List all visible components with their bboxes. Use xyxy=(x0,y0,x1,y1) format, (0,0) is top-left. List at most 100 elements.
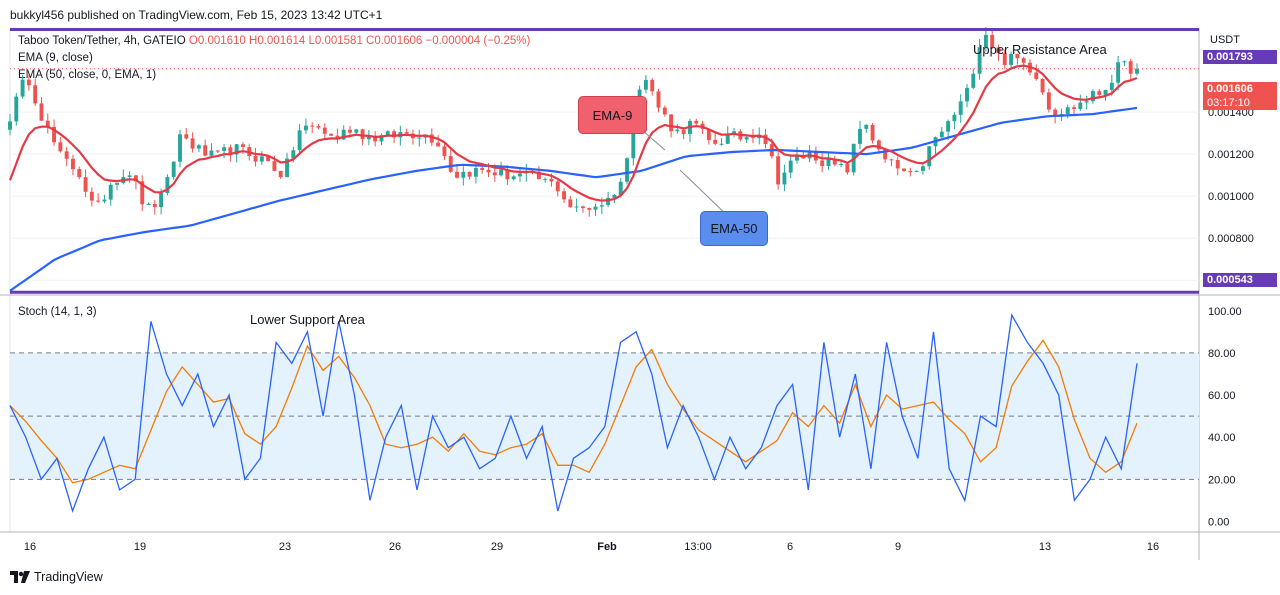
candle-body xyxy=(562,191,567,200)
candle-body xyxy=(927,146,932,167)
candle-body xyxy=(102,199,107,202)
candle-body xyxy=(650,79,655,92)
candle-body xyxy=(895,159,900,169)
candle-body xyxy=(1021,58,1026,63)
candle-body xyxy=(543,178,548,180)
candle-body xyxy=(1002,53,1007,65)
candle-body xyxy=(486,169,491,173)
candle-body xyxy=(285,158,289,178)
candle-body xyxy=(618,181,623,195)
stoch-legend[interactable]: Stoch (14, 1, 3) xyxy=(18,306,97,318)
candle-body xyxy=(599,205,604,207)
publish-info: bukkyl456 published on TradingView.com, … xyxy=(10,8,383,22)
candle-body xyxy=(1015,54,1020,59)
candle-body xyxy=(108,184,113,200)
stoch-d-line xyxy=(9,339,1138,484)
candle-body xyxy=(1122,61,1127,63)
candle-body xyxy=(788,160,793,173)
footer-brand[interactable]: TradingView xyxy=(10,570,103,584)
ohlc-values: O0.001610 H0.001614 L0.001581 C0.001606 … xyxy=(188,35,531,47)
candle-body xyxy=(536,171,541,180)
candle-body xyxy=(140,181,145,205)
time-tick-label: 26 xyxy=(389,541,401,553)
candle-body xyxy=(946,121,951,132)
candle-body xyxy=(606,197,611,206)
candle-body xyxy=(467,171,472,177)
candle-body xyxy=(455,171,459,178)
candle-body xyxy=(681,129,686,135)
candle-body xyxy=(241,144,245,147)
candle-body xyxy=(360,129,365,140)
candle-body xyxy=(253,156,258,162)
candle-body xyxy=(776,156,781,185)
symbol-name[interactable]: Taboo Token/Tether, 4h, GATEIO xyxy=(18,35,186,47)
stoch-tick-label: 60.00 xyxy=(1208,390,1236,402)
candle-body xyxy=(26,79,31,86)
candle-body xyxy=(555,181,560,192)
candle-body xyxy=(310,125,315,127)
candle-body xyxy=(329,133,334,136)
candle-body xyxy=(499,169,504,176)
ema9-callout[interactable]: EMA-9 xyxy=(578,96,647,134)
candle-body xyxy=(379,135,384,142)
candle-body xyxy=(965,87,969,102)
candle-body xyxy=(366,136,371,140)
candle-body xyxy=(184,134,189,139)
candle-body xyxy=(625,158,629,182)
candle-body xyxy=(171,161,176,177)
candle-body xyxy=(480,168,485,170)
candle-body xyxy=(152,204,157,208)
candle-body xyxy=(518,173,522,177)
candle-body xyxy=(165,176,170,193)
candle-body xyxy=(1135,68,1139,74)
candle-body xyxy=(983,34,988,48)
candle-body xyxy=(127,175,132,177)
stoch-axis-ticks: 100.00 80.00 60.00 40.00 20.00 0.00 xyxy=(1208,306,1242,529)
candle-body xyxy=(354,129,359,133)
candle-body xyxy=(266,156,271,162)
time-axis-ticks: 16 19 23 26 29 Feb 13:00 6 9 13 16 xyxy=(24,541,1159,553)
candle-body xyxy=(958,101,963,115)
stoch-tick-label: 100.00 xyxy=(1208,306,1242,318)
time-tick-label: 13 xyxy=(1039,541,1051,553)
candle-body xyxy=(1034,72,1039,80)
candle-body xyxy=(492,172,497,176)
ema50-legend[interactable]: EMA (50, close, 0, EMA, 1) xyxy=(18,69,157,81)
candle-body xyxy=(14,96,19,122)
stoch-band xyxy=(10,352,1199,480)
candle-body xyxy=(461,171,466,178)
ema50-callout[interactable]: EMA-50 xyxy=(700,211,768,246)
candle-body xyxy=(732,131,737,134)
candle-body xyxy=(196,145,201,149)
ema50-pointer xyxy=(679,169,731,219)
candle-body xyxy=(417,137,422,139)
candle-body xyxy=(1097,91,1102,95)
candle-body xyxy=(436,142,441,147)
support-price-label: 0.000543 xyxy=(1203,273,1277,287)
candle-body xyxy=(133,175,138,182)
candle-body xyxy=(1109,82,1114,90)
candle-body xyxy=(39,103,44,121)
candle-body xyxy=(858,128,862,144)
ema9-legend[interactable]: EMA (9, close) xyxy=(18,52,93,64)
candle-body xyxy=(795,155,799,161)
candle-body xyxy=(234,144,239,155)
candle-body xyxy=(864,124,869,129)
candle-body xyxy=(574,206,579,208)
candle-body xyxy=(920,166,925,171)
tradingview-logo-icon xyxy=(10,571,30,583)
price-tick-label: 0.001400 xyxy=(1208,107,1254,119)
time-tick-label: 29 xyxy=(491,541,503,553)
time-tick-label: Feb xyxy=(597,541,617,553)
candle-body xyxy=(876,140,881,150)
candle-body xyxy=(952,114,957,122)
candle-body xyxy=(45,120,50,127)
candle-body xyxy=(33,85,38,104)
candle-body xyxy=(990,34,995,48)
candle-body xyxy=(291,150,296,159)
candle-body xyxy=(222,147,227,151)
candle-body xyxy=(631,128,636,159)
countdown-label: 03:17:10 xyxy=(1203,96,1277,110)
candle-body xyxy=(889,159,894,161)
